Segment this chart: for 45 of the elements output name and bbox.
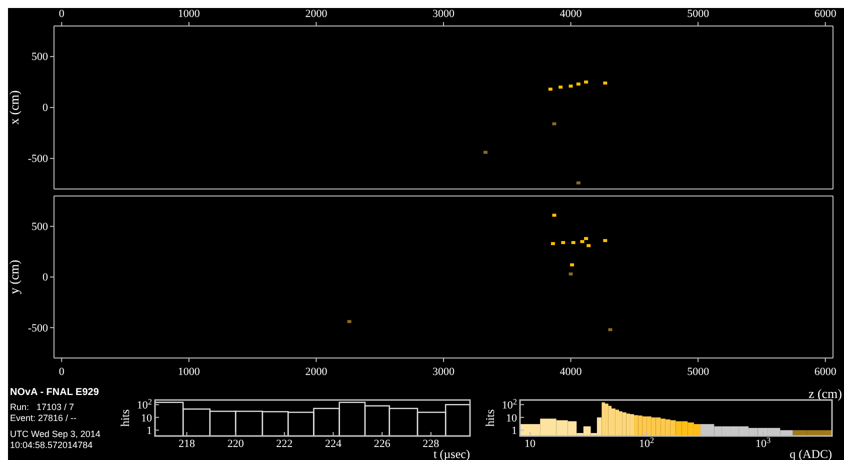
x-tick-label: 0 <box>58 8 65 20</box>
x-axis-title: z (cm) <box>808 386 842 402</box>
y-tick-label: 0 <box>42 272 48 284</box>
x-tick-label: 5000 <box>687 8 710 20</box>
y-tick-label: 0 <box>42 102 48 114</box>
text: Run: 17103 / 7 <box>10 402 76 413</box>
text: Event: 27816 / -- <box>10 413 78 424</box>
y-tick-label: 10$^{2}$ <box>502 397 517 412</box>
x-tick-label: 0 <box>58 366 65 378</box>
y-tick-label: 10 <box>141 412 152 424</box>
x-tick-label: 228 <box>422 438 440 450</box>
y-axis-title: y (cm) <box>6 260 22 294</box>
x-tick-label: 10$^{3}$ <box>756 436 771 450</box>
y-axis-title: hits <box>483 409 497 427</box>
y-tick-label: 1 <box>146 425 152 438</box>
x-tick-label: 4000 <box>560 8 582 20</box>
x-tick-label: 3000 <box>432 366 455 378</box>
text: UTC Wed Sep 3, 2014 <box>10 429 102 440</box>
x-tick-label: 5000 <box>687 366 710 378</box>
y-tick-label: -500 <box>28 322 48 334</box>
text: NOvA - FNAL E929 <box>10 387 100 398</box>
x-tick-label: 224 <box>325 438 342 450</box>
y-tick-label: 1 <box>512 425 517 438</box>
y-tick-label: 10 <box>506 412 518 424</box>
x-tick-label: 10$^{2}$ <box>639 436 654 450</box>
y-tick-label: -500 <box>28 153 48 166</box>
y-tick-label: 10$^{2}$ <box>136 397 152 412</box>
y-axis-title: hits <box>118 409 132 427</box>
x-tick-label: 218 <box>178 438 196 450</box>
x-tick-label: 2000 <box>305 8 328 20</box>
x-tick-label: 1000 <box>178 366 200 378</box>
y-tick-label: 500 <box>32 221 48 234</box>
y-tick-label: 500 <box>32 51 48 64</box>
x-tick-label: 1000 <box>178 8 200 20</box>
y-axis-title: x (cm) <box>6 90 22 125</box>
x-tick-label: 6000 <box>814 366 837 378</box>
text: 10:04:58.572014784 <box>10 440 94 451</box>
x-tick-label: 4000 <box>560 366 582 378</box>
x-tick-label: 6000 <box>814 8 837 20</box>
x-tick-label: 220 <box>227 438 244 450</box>
x-tick-label: 3000 <box>432 8 455 20</box>
x-tick-label: 2000 <box>305 366 328 378</box>
x-tick-label: 222 <box>276 438 293 450</box>
x-tick-label: 226 <box>374 438 391 450</box>
x-tick-label: 10 <box>524 438 536 450</box>
